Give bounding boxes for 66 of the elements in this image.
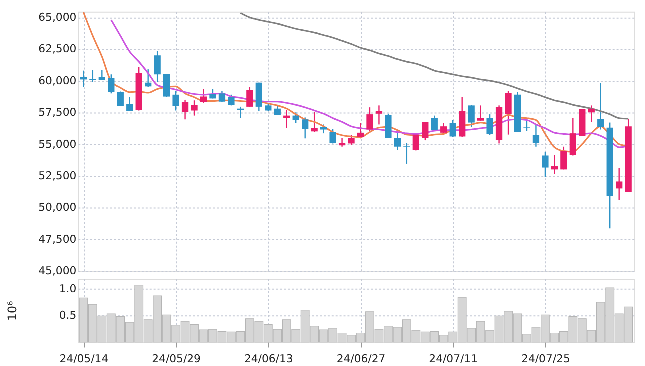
candlestick [505, 90, 512, 136]
candlestick [570, 118, 576, 156]
x-tick-label: 24/06/27 [336, 352, 386, 366]
candlestick [376, 105, 383, 126]
candlestick [450, 120, 456, 138]
y-tick-label: 57,500 [38, 106, 77, 120]
candlestick [440, 122, 448, 134]
candlestick [246, 86, 254, 108]
x-tick-label: 24/05/14 [60, 352, 109, 366]
candlestick [163, 73, 170, 98]
y-tick-label: 45,000 [38, 264, 77, 278]
candlestick [357, 122, 364, 140]
candlestick [412, 134, 420, 152]
y-tick-label: 50,000 [38, 201, 77, 214]
candlestick [486, 114, 494, 136]
candlestick [117, 91, 124, 107]
candlestick [598, 82, 604, 130]
candlestick [468, 104, 475, 128]
candlestick [228, 94, 235, 106]
candlestick [532, 124, 540, 148]
y-tick-label: 47,500 [38, 232, 77, 246]
x-tick-label: 24/05/29 [152, 352, 202, 366]
candlestick [172, 90, 180, 112]
candlestick [394, 131, 402, 151]
candlestick [284, 110, 290, 130]
candlestick [560, 146, 568, 170]
candlestick [154, 50, 161, 83]
x-tick-label: 24/07/11 [429, 352, 478, 366]
candlestick [90, 70, 96, 83]
candlestick [422, 122, 429, 142]
y-tick-label: 60,000 [38, 74, 77, 88]
x-tick-label: 24/06/13 [244, 352, 294, 366]
candlestick [191, 100, 198, 116]
candlestick [126, 96, 134, 112]
candlestick [385, 113, 392, 139]
candlestick [292, 112, 300, 124]
candlestick [524, 118, 530, 132]
candlestick [218, 90, 226, 104]
line-series [240, 12, 630, 120]
y-tick-label: 1.0 [59, 282, 77, 296]
candlestick [182, 99, 189, 120]
x-tick-label: 24/07/25 [522, 352, 570, 366]
candlestick [80, 70, 88, 88]
candlestick [338, 137, 346, 148]
candlestick [431, 115, 438, 132]
candlestick [145, 68, 152, 88]
y-tick-label: 62,500 [38, 42, 77, 56]
candlestick [616, 168, 623, 201]
candlestick [108, 74, 115, 94]
y-tick-label: 52,500 [38, 169, 77, 182]
candlestick [348, 134, 355, 146]
candlestick [302, 117, 309, 140]
candlestick [311, 111, 318, 133]
candlestick [330, 128, 336, 144]
candlestick [551, 154, 558, 175]
candlestick [200, 88, 208, 104]
candlestick [98, 70, 106, 81]
y-axis-title: 10⁶ [5, 300, 20, 322]
candlestick [404, 142, 410, 165]
y-tick-label: 0.5 [59, 309, 77, 322]
candlestick [542, 151, 549, 178]
candlestick [588, 105, 595, 123]
candlestick [366, 106, 374, 132]
candlestick [477, 105, 484, 122]
y-tick-label: 65,000 [38, 11, 77, 24]
y-tick-label: 55,000 [38, 138, 77, 151]
